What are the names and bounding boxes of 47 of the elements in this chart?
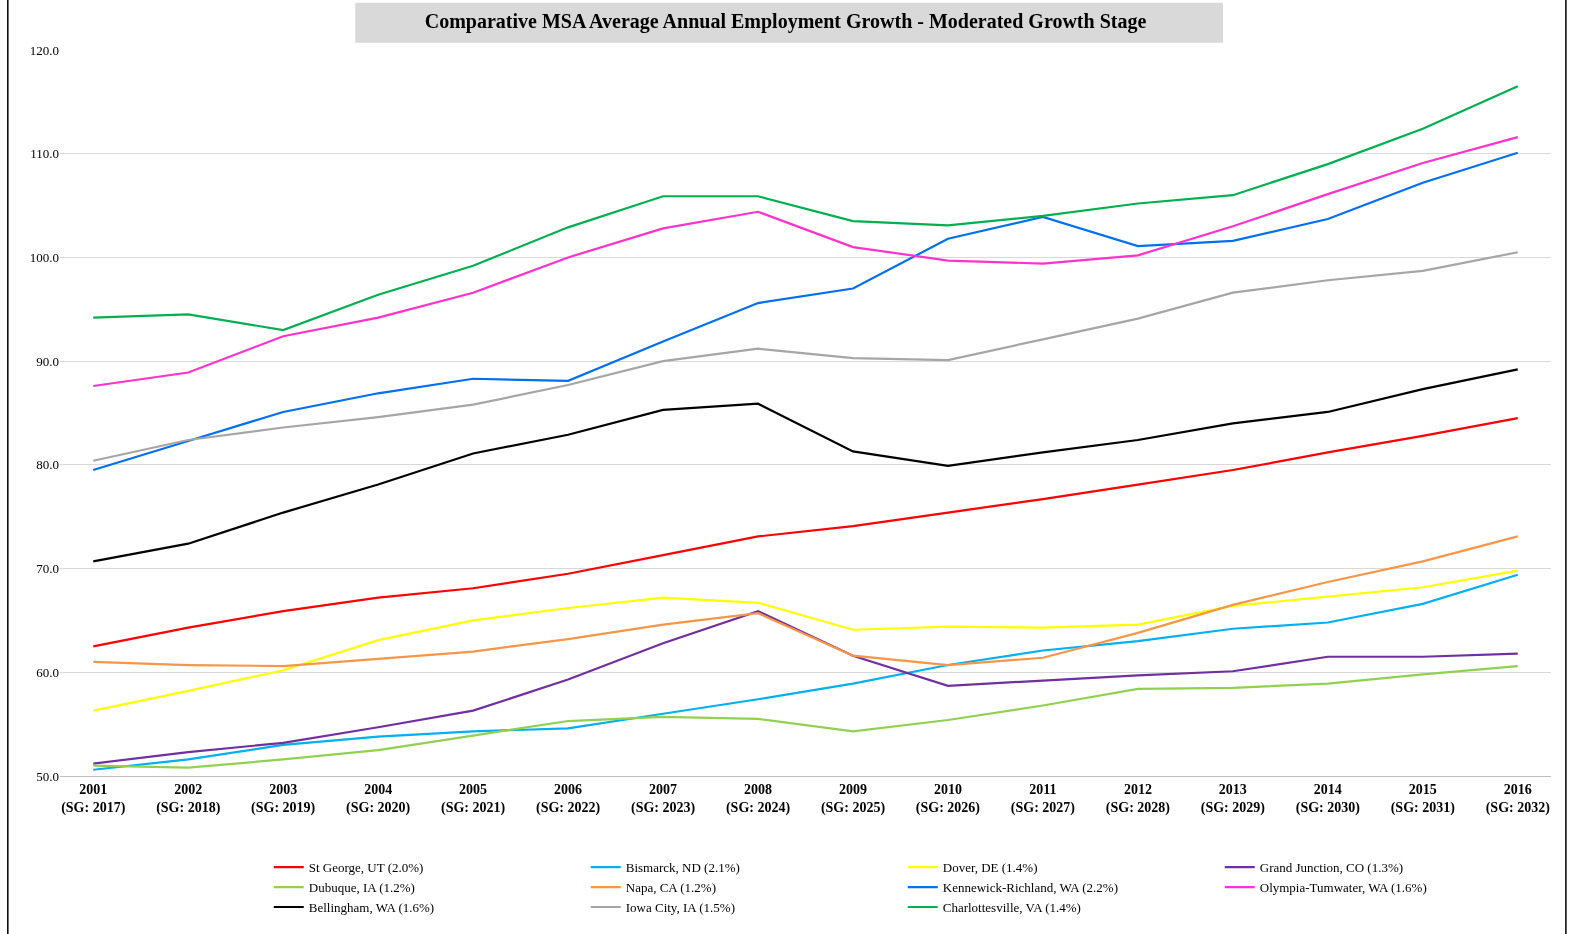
chart-title: Comparative MSA Average Annual Employment Growth - Moderated Growth Stage bbox=[424, 10, 1147, 34]
line-series bbox=[92, 85, 1519, 332]
x-tick-label: 2013 (SG: 2029) bbox=[1200, 781, 1266, 816]
y-tick-label: 70.0 bbox=[36, 561, 59, 577]
legend-label: Bellingham, WA (1.6%) bbox=[308, 900, 435, 916]
legend-label: Olympia-Tumwater, WA (1.6%) bbox=[1259, 880, 1427, 896]
legend-label: St George, UT (2.0%) bbox=[308, 860, 424, 876]
legend-label: Dubuque, IA (1.2%) bbox=[308, 880, 415, 896]
x-tick-label: 2002 (SG: 2018) bbox=[156, 781, 221, 816]
x-tick-label: 2015 (SG: 2031) bbox=[1390, 781, 1456, 816]
x-tick-label: 2010 (SG: 2026) bbox=[915, 781, 981, 816]
legend-label: Charlottesville, VA (1.4%) bbox=[942, 900, 1081, 916]
line-series bbox=[92, 569, 1519, 712]
line-series bbox=[92, 535, 1519, 668]
x-tick-label: 2004 (SG: 2020) bbox=[346, 781, 411, 816]
x-tick-label: 2005 (SG: 2021) bbox=[441, 781, 506, 816]
legend-label: Kennewick-Richland, WA (2.2%) bbox=[942, 880, 1118, 896]
line-series bbox=[92, 136, 1519, 388]
x-tick-label: 2011 (SG: 2027) bbox=[1010, 781, 1076, 816]
legend-label: Dover, DE (1.4%) bbox=[942, 860, 1038, 876]
x-tick-label: 2001 (SG: 2017) bbox=[61, 781, 126, 816]
x-tick-label: 2009 (SG: 2025) bbox=[820, 781, 886, 816]
y-tick-label: 90.0 bbox=[36, 353, 59, 369]
x-tick-label: 2008 (SG: 2024) bbox=[725, 781, 791, 816]
y-tick-label: 60.0 bbox=[36, 664, 59, 680]
x-tick-label: 2007 (SG: 2023) bbox=[630, 781, 696, 816]
x-tick-label: 2016 (SG: 2032) bbox=[1485, 781, 1551, 816]
x-tick-label: 2014 (SG: 2030) bbox=[1295, 781, 1361, 816]
legend-label: Napa, CA (1.2%) bbox=[625, 880, 717, 896]
line-series bbox=[92, 609, 1519, 765]
legend-label: Grand Junction, CO (1.3%) bbox=[1259, 860, 1404, 876]
line-series bbox=[92, 151, 1519, 472]
x-tick-label: 2003 (SG: 2019) bbox=[251, 781, 316, 816]
y-tick-label: 100.0 bbox=[29, 249, 59, 265]
y-tick-label: 80.0 bbox=[36, 457, 59, 473]
y-tick-label: 50.0 bbox=[36, 768, 59, 784]
y-tick-label: 110.0 bbox=[30, 146, 59, 162]
line-series bbox=[92, 251, 1519, 462]
x-tick-label: 2006 (SG: 2022) bbox=[535, 781, 601, 816]
y-tick-label: 120.0 bbox=[29, 42, 59, 58]
line-series bbox=[92, 417, 1519, 648]
line-series bbox=[92, 368, 1519, 563]
legend-label: Bismarck, ND (2.1%) bbox=[625, 860, 740, 876]
line-series bbox=[92, 664, 1519, 769]
line-series bbox=[92, 573, 1519, 771]
legend-label: Iowa City, IA (1.5%) bbox=[625, 900, 736, 916]
x-tick-label: 2012 (SG: 2028) bbox=[1105, 781, 1171, 816]
